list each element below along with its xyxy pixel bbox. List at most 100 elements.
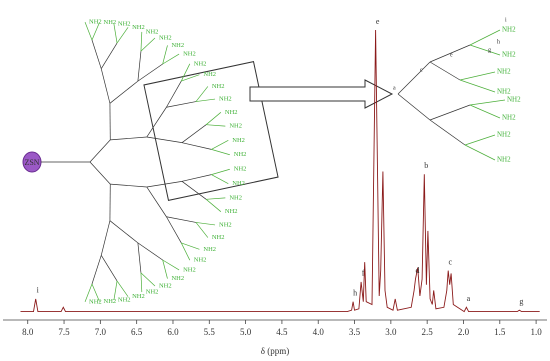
x-tick-label: 1.5 — [494, 327, 506, 337]
bond — [206, 124, 226, 127]
peak-label: b — [424, 161, 428, 170]
bond — [166, 80, 182, 108]
bond — [429, 44, 471, 63]
amine-label: NH2 — [194, 257, 207, 264]
bond — [137, 242, 142, 273]
peak-label: d — [416, 266, 420, 275]
bond — [195, 86, 209, 102]
peak-label: i — [37, 286, 40, 295]
amine-label: NH2 — [171, 42, 184, 49]
amine-label: NH2 — [159, 282, 172, 289]
amine-label: NH2 — [234, 166, 247, 173]
spectrum-line — [20, 29, 540, 313]
amine-label: NH2 — [194, 60, 207, 67]
bond — [459, 79, 496, 93]
bond — [91, 39, 102, 69]
bond — [137, 51, 142, 82]
x-tick-label: 6.5 — [131, 327, 143, 337]
zoom-box — [143, 61, 279, 201]
bond — [469, 44, 501, 56]
bond — [166, 216, 197, 223]
bond — [100, 42, 118, 69]
bond — [116, 27, 129, 44]
amine-label: NH2 — [118, 296, 131, 303]
amine-label: NH2 — [159, 34, 172, 41]
bond — [140, 31, 143, 52]
bond — [109, 80, 139, 104]
bond — [146, 136, 183, 144]
amine-label: NH2 — [234, 151, 247, 158]
bond — [211, 140, 229, 150]
amine-label: NH2 — [89, 298, 102, 305]
amine-label: NH2 — [497, 88, 511, 96]
x-tick-label: 4.5 — [276, 327, 288, 337]
bond — [211, 168, 230, 175]
amine-label: NH2 — [118, 21, 131, 28]
bond — [211, 174, 229, 184]
amine-label: NH2 — [219, 96, 232, 103]
bond — [89, 161, 111, 185]
bond — [459, 71, 496, 81]
bond — [113, 24, 118, 44]
bond — [429, 61, 461, 81]
bond — [180, 242, 191, 261]
x-tick-label: 1.0 — [530, 327, 542, 337]
amine-label: NH2 — [203, 71, 216, 78]
peak-label: f — [362, 269, 365, 278]
bond — [84, 283, 93, 303]
bond — [195, 222, 216, 226]
peak-label: c — [448, 257, 452, 266]
bond — [91, 255, 102, 285]
bond — [180, 63, 191, 82]
amine-label: NH2 — [183, 266, 196, 273]
peak-label: g — [519, 297, 523, 306]
bond — [464, 134, 496, 146]
bond — [181, 124, 207, 143]
x-tick-label: 6.0 — [167, 327, 179, 337]
bond — [195, 222, 209, 238]
bond — [89, 139, 111, 163]
x-tick-label: 2.5 — [422, 327, 434, 337]
peak-label: e — [376, 17, 380, 26]
bond — [146, 180, 183, 188]
bond — [181, 174, 212, 182]
bond — [91, 22, 100, 41]
amine-label: NH2 — [104, 298, 117, 305]
bond — [397, 61, 431, 95]
molecule: ZSN NH2 NH2 NH2 NH2NH2NH2NH2NH2NH2NH2NH2NH2… — [22, 17, 521, 305]
bond — [195, 98, 216, 102]
amine-label: NH2 — [229, 194, 242, 201]
amine-label: NH2 — [171, 275, 184, 282]
peak-label: h — [353, 289, 357, 298]
amine-label: NH2 — [225, 208, 238, 215]
bond — [206, 197, 226, 200]
x-tick-label: 3.0 — [385, 327, 397, 337]
amine-label: NH2 — [146, 28, 159, 35]
bond — [397, 93, 431, 121]
bond — [140, 272, 143, 293]
x-tick-label: 7.5 — [58, 327, 70, 337]
amine-label: NH2 — [502, 51, 516, 59]
bond — [113, 280, 118, 300]
bond — [162, 53, 180, 65]
amine-label: NH2 — [212, 83, 225, 90]
bond — [166, 101, 197, 108]
bond — [469, 104, 501, 119]
amine-label: NH2 — [232, 137, 245, 144]
bond — [166, 216, 182, 244]
bond — [100, 255, 118, 282]
amine-label: NH2 — [497, 131, 511, 139]
x-tick-label: 8.0 — [22, 327, 34, 337]
amine-label: NH2 — [502, 26, 516, 34]
amine-label: NH2 — [502, 114, 516, 122]
arrow — [249, 79, 394, 109]
bond — [109, 220, 139, 244]
bond — [181, 74, 200, 82]
peak-label: a — [467, 294, 471, 303]
bond — [146, 107, 167, 138]
amine-label: NH2 — [104, 19, 117, 26]
bond — [162, 45, 168, 65]
x-tick-label: 3.5 — [349, 327, 361, 337]
x-tick-label: 2.0 — [458, 327, 470, 337]
